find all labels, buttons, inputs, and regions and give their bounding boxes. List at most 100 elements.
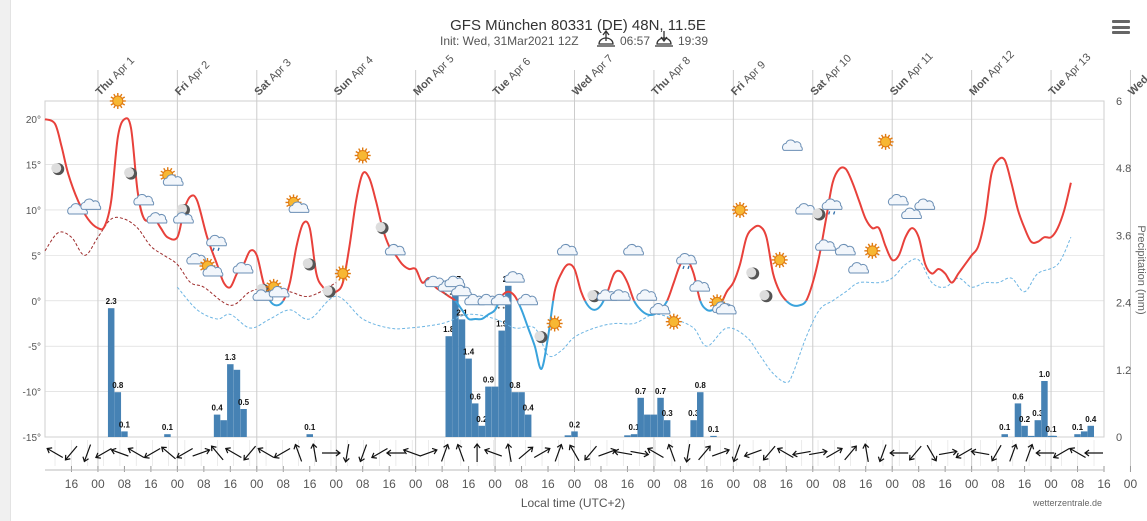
precip-bar <box>1021 425 1028 437</box>
wind-arrow <box>877 444 887 463</box>
sunset-time: 19:39 <box>678 34 708 48</box>
hour-tick-label: 00 <box>647 477 661 491</box>
wind-arrow-shaft <box>864 444 869 462</box>
wind-arrow-shaft <box>46 447 64 459</box>
wind-arrow <box>358 444 368 463</box>
day-label: Sat Apr 3 <box>252 57 293 98</box>
wind-arrow-head <box>335 449 341 457</box>
day-label: Tue Apr 13 <box>1047 51 1094 98</box>
wind-arrow-head <box>568 444 575 451</box>
cloud-shape <box>232 262 254 274</box>
day-label: Fri Apr 9 <box>729 59 768 98</box>
sun-disc <box>774 254 786 266</box>
sun-ray <box>775 263 778 268</box>
wind-arrow <box>908 445 922 461</box>
hour-tick-label: 16 <box>938 477 952 491</box>
precip-bar-label: 0.3 <box>688 409 700 418</box>
precip-bar <box>306 434 313 437</box>
temperature-line-cold <box>268 300 808 370</box>
sun-ray <box>297 197 301 201</box>
wind-arrow <box>310 443 318 462</box>
wind-arrow-shaft <box>614 450 633 456</box>
wind-arrow-shaft <box>274 447 291 459</box>
wind-arrow-shaft <box>419 449 438 457</box>
wind-arrow-head <box>556 443 564 450</box>
precip-bar-label: 1.4 <box>463 348 475 357</box>
rain-drop <box>682 265 685 270</box>
source-credit[interactable]: wetterzentrale.de <box>1032 498 1102 508</box>
cloud-icon <box>782 139 803 151</box>
precip-bar-label: 1.3 <box>225 353 237 362</box>
sun-ray <box>269 279 272 283</box>
wind-arrow <box>743 449 762 459</box>
precip-bar <box>505 285 512 437</box>
wind-arrow-shaft <box>403 449 421 457</box>
wind-arrow-head <box>385 449 392 457</box>
wind-arrow-shaft <box>630 450 649 456</box>
wind-arrow <box>889 449 909 457</box>
sun-ray <box>266 282 270 285</box>
wind-arrow-head <box>931 455 938 462</box>
sun-ray <box>556 327 560 331</box>
precip-bar-label: 0.9 <box>483 376 495 385</box>
cloud-icon <box>887 194 909 206</box>
wind-arrow <box>385 449 405 457</box>
sun-ray <box>675 314 679 318</box>
sunrise-icon <box>597 29 615 47</box>
hour-tick-label: 08 <box>435 477 449 491</box>
cloud-shape <box>80 198 102 210</box>
precip-bar-label: 0.1 <box>708 425 720 434</box>
wind-arrow-head <box>143 452 150 459</box>
wind-arrow-head <box>683 457 691 463</box>
wind-arrow-shaft <box>312 444 317 462</box>
wind-arrow <box>224 447 242 459</box>
day-label: Mon Apr 12 <box>967 49 1017 99</box>
precip-bar-label: 0.1 <box>304 423 316 432</box>
sun-ray <box>202 258 206 263</box>
y-right-tick-label: 0 <box>1116 432 1122 444</box>
wind-arrow-shaft <box>371 447 388 459</box>
wind-arrow-head <box>822 448 828 456</box>
wind-arrow-shaft <box>809 450 827 456</box>
wind-arrow-head <box>371 452 377 459</box>
wind-arrow <box>698 445 711 461</box>
hour-tick-label: 00 <box>886 477 900 491</box>
hour-tick-label: 16 <box>541 477 555 491</box>
wind-arrow-head <box>473 443 481 449</box>
wind-arrow-head <box>176 452 183 459</box>
precip-bar-label: 0.2 <box>476 415 488 424</box>
wind-arrow-head <box>584 454 590 461</box>
left-panel-edge <box>0 0 10 521</box>
hamburger-menu-icon[interactable] <box>1112 20 1130 34</box>
wind-arrow-head <box>647 447 653 454</box>
moon-icon <box>302 258 316 271</box>
wind-arrow-head <box>666 443 674 450</box>
rain-icon <box>821 198 843 215</box>
hour-tick-label: 08 <box>277 477 291 491</box>
wind-arrow-head <box>1027 443 1035 450</box>
wind-arrow-shaft <box>938 450 957 456</box>
wind-arrow <box>402 447 421 457</box>
weather-icons <box>51 93 936 344</box>
wind-arrow <box>455 443 465 462</box>
cloud-shape <box>186 253 208 265</box>
cloud-shape <box>451 284 472 297</box>
moon-icon <box>746 267 760 280</box>
wind-arrow-head <box>505 443 513 449</box>
wind-arrow <box>257 447 275 459</box>
wind-arrow <box>554 443 564 462</box>
sun-ray <box>346 275 351 279</box>
wind-arrow-head <box>204 447 211 455</box>
moon-icon <box>759 290 773 303</box>
wind-arrow <box>210 445 224 461</box>
wind-arrow <box>711 447 731 457</box>
wind-arrow-shaft <box>991 444 1002 462</box>
cloud-icon <box>914 198 936 210</box>
y-left-tick-label: 10° <box>26 206 41 217</box>
sun-ray <box>338 266 341 270</box>
wind-arrow-shaft <box>507 444 512 462</box>
moon-icon <box>812 208 826 221</box>
wind-arrow-head <box>1035 449 1041 457</box>
cloud-shape <box>288 201 310 213</box>
cloud-shape <box>649 302 671 315</box>
